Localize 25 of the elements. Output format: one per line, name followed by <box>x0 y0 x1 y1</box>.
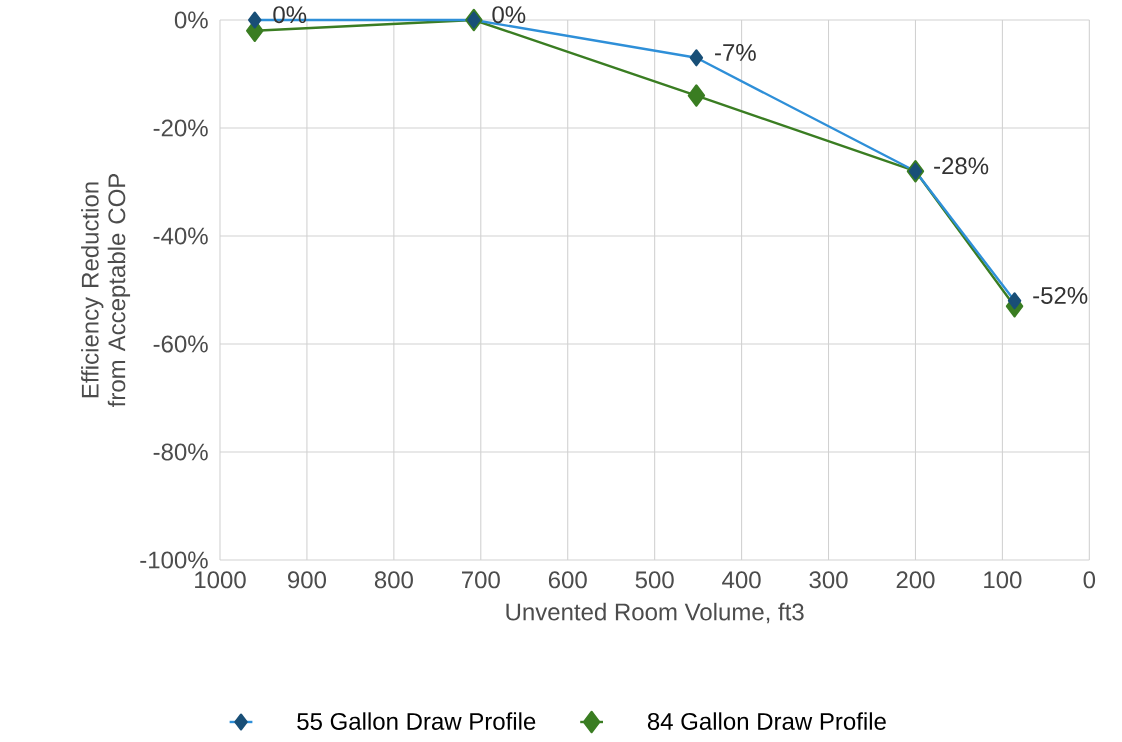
x-tick-label: 0 <box>1083 571 1096 589</box>
x-tick-label: 400 <box>722 571 761 589</box>
y-tick-label: -100% <box>140 551 208 569</box>
y-tick-label: 0% <box>174 11 208 29</box>
x-tick-label: 800 <box>374 571 413 589</box>
legend-label: 84 Gallon Draw Profile <box>647 712 886 730</box>
y-tick-label: -20% <box>153 119 208 137</box>
x-tick-label: 100 <box>984 571 1022 589</box>
data-label: -52% <box>1033 286 1088 304</box>
x-tick-label: 700 <box>462 571 500 589</box>
x-tick-label: 1000 <box>195 571 246 589</box>
x-tick-label: 300 <box>809 571 848 589</box>
y-axis-title: Efficiency Reduction from Acceptable COP <box>81 173 131 408</box>
x-axis-title: Unvented Room Volume, ft3 <box>506 602 804 624</box>
x-tick-label: 500 <box>635 571 674 589</box>
x-tick-label: 900 <box>288 571 327 589</box>
data-label: -28% <box>934 157 989 175</box>
legend-label: 55 Gallon Draw Profile <box>297 712 536 730</box>
y-tick-label: -60% <box>153 335 208 353</box>
y-tick-label: -80% <box>153 443 208 461</box>
data-label: -7% <box>715 44 756 61</box>
data-label: 0% <box>492 6 526 24</box>
x-tick-label: 600 <box>548 571 587 589</box>
x-tick-label: 200 <box>896 571 935 589</box>
y-tick-label: -40% <box>153 227 208 245</box>
